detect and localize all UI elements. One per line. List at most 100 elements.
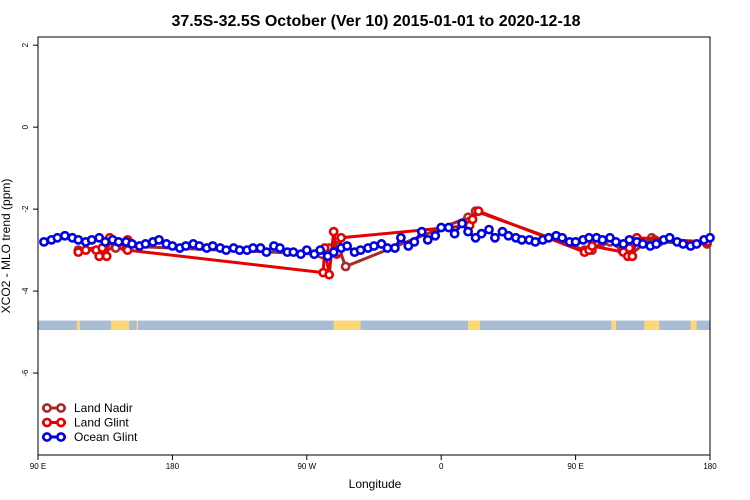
data-point	[484, 224, 494, 235]
x-tick-label: 0	[439, 462, 444, 471]
data-point	[436, 222, 447, 233]
data-point	[390, 243, 400, 253]
data-point	[678, 239, 689, 249]
data-point	[194, 241, 205, 251]
data-point	[301, 245, 312, 255]
data-point	[154, 234, 164, 245]
land-segment	[468, 320, 481, 331]
data-point	[315, 245, 326, 255]
land-segment	[611, 320, 616, 331]
legend-swatch-marker	[56, 417, 66, 428]
data-point	[516, 234, 527, 245]
data-point	[409, 237, 420, 247]
legend-swatch-marker	[42, 432, 52, 442]
legend-swatch-marker	[56, 403, 66, 413]
x-axis: 90 E 180 90 W 0 90 E 180	[30, 455, 717, 471]
x-tick-label: 180	[166, 462, 180, 471]
data-point	[624, 234, 635, 245]
data-point	[457, 218, 468, 229]
legend-label: Land Glint	[74, 416, 129, 430]
data-point	[557, 232, 568, 243]
y-axis-label: XCO2 - MLO trend (ppm)	[0, 179, 13, 314]
data-point	[395, 232, 406, 243]
land-segment	[333, 320, 361, 331]
data-point	[324, 269, 335, 280]
data-point	[587, 241, 597, 251]
data-point	[355, 245, 366, 255]
y-tick-label: -6	[21, 369, 30, 377]
data-point	[570, 237, 581, 247]
series-layer	[39, 206, 715, 280]
data-point	[443, 222, 454, 233]
data-point	[261, 247, 272, 258]
legend-swatch-marker	[42, 403, 52, 413]
data-point	[637, 239, 648, 249]
data-point	[167, 241, 178, 251]
y-tick-label: -4	[21, 287, 30, 295]
data-point	[336, 232, 347, 243]
data-point	[369, 241, 379, 251]
x-axis-label: Longitude	[349, 477, 402, 491]
data-point	[59, 230, 70, 241]
land-segment	[136, 320, 139, 331]
data-point	[382, 243, 393, 253]
ocean-band	[38, 320, 710, 331]
data-point	[140, 239, 151, 249]
data-point	[342, 241, 353, 251]
land-segment	[76, 320, 80, 331]
data-point	[543, 232, 554, 243]
data-point	[39, 237, 49, 247]
data-point	[73, 247, 84, 258]
data-point	[473, 206, 484, 217]
land-ocean-band	[38, 320, 710, 331]
data-point	[503, 230, 514, 241]
data-point	[100, 237, 111, 247]
data-point	[101, 251, 112, 262]
legend-label: Ocean Glint	[74, 430, 138, 444]
data-point	[476, 228, 487, 239]
data-point	[651, 239, 662, 249]
chart-title: 37.5S-32.5S October (Ver 10) 2015-01-01 …	[171, 13, 580, 30]
x-tick-label: 180	[703, 462, 717, 471]
data-point	[221, 245, 232, 255]
data-point	[416, 226, 427, 237]
data-point	[207, 241, 218, 251]
data-point	[597, 234, 608, 245]
data-point	[52, 232, 63, 243]
data-point	[248, 243, 258, 253]
data-point	[611, 237, 621, 247]
data-point	[627, 251, 638, 262]
x-tick-label: 90 W	[297, 462, 316, 471]
x-tick-label: 90 E	[567, 462, 583, 471]
y-tick-label: -2	[21, 205, 30, 213]
legend-swatch-marker	[42, 417, 52, 428]
land-segment	[644, 320, 660, 331]
data-point	[530, 237, 541, 247]
data-point	[430, 230, 441, 241]
data-point	[328, 247, 339, 258]
data-point	[234, 245, 245, 255]
legend-swatch-marker	[56, 432, 66, 442]
data-point	[180, 241, 191, 251]
land-segment	[690, 320, 697, 331]
data-point	[113, 237, 124, 247]
data-point	[463, 226, 473, 237]
data-point	[86, 234, 97, 245]
y-tick-label: 0	[21, 124, 30, 129]
data-point	[340, 261, 351, 272]
data-point	[73, 234, 84, 245]
legend-item: Ocean Glint	[42, 430, 138, 444]
data-point	[288, 247, 299, 258]
legend-label: Land Nadir	[74, 401, 133, 415]
data-point	[705, 232, 715, 243]
data-point	[490, 232, 500, 243]
data-point	[275, 243, 285, 253]
data-point	[467, 214, 478, 225]
data-point	[127, 239, 137, 249]
legend-item: Land Glint	[42, 416, 129, 430]
data-point	[449, 228, 460, 239]
x-tick-label: 90 E	[30, 462, 46, 471]
data-point	[664, 232, 675, 243]
